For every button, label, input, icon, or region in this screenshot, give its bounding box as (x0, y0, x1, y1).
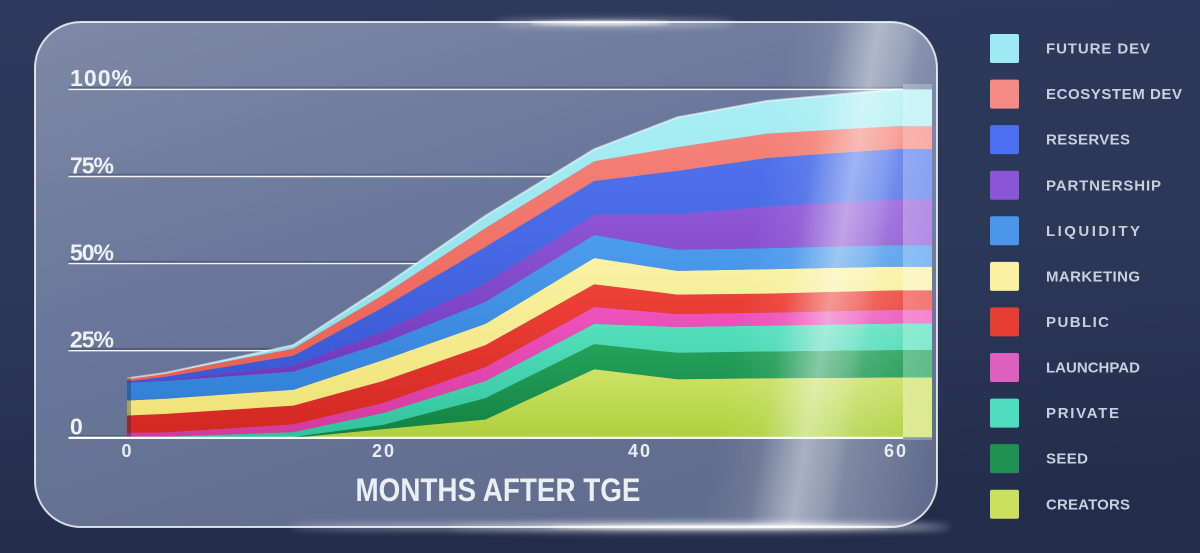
svg-text:MONTHS AFTER TGE: MONTHS AFTER TGE (356, 472, 641, 508)
svg-text:PARTNERSHIP: PARTNERSHIP (1046, 177, 1161, 194)
svg-text:20: 20 (372, 441, 394, 461)
svg-text:PRIVATE: PRIVATE (1046, 405, 1119, 422)
svg-text:MARKETING: MARKETING (1046, 269, 1140, 286)
svg-text:40: 40 (628, 441, 650, 461)
svg-text:LAUNCHPAD: LAUNCHPAD (1046, 360, 1140, 377)
svg-text:ECOSYSTEM DEV: ECOSYSTEM DEV (1046, 86, 1182, 103)
svg-text:50%: 50% (70, 239, 114, 265)
svg-text:25%: 25% (70, 327, 114, 353)
svg-text:CREATORS: CREATORS (1046, 496, 1130, 513)
svg-text:PUBLIC: PUBLIC (1046, 314, 1109, 331)
svg-text:100%: 100% (70, 65, 132, 91)
svg-text:60: 60 (884, 441, 906, 461)
svg-text:RESERVES: RESERVES (1046, 132, 1130, 149)
svg-text:75%: 75% (70, 152, 114, 178)
svg-text:FUTURE DEV: FUTURE DEV (1046, 41, 1150, 58)
svg-text:0: 0 (70, 414, 83, 440)
svg-text:SEED: SEED (1046, 451, 1088, 468)
svg-text:0: 0 (122, 441, 132, 461)
svg-text:LIQUIDITY: LIQUIDITY (1046, 223, 1140, 240)
